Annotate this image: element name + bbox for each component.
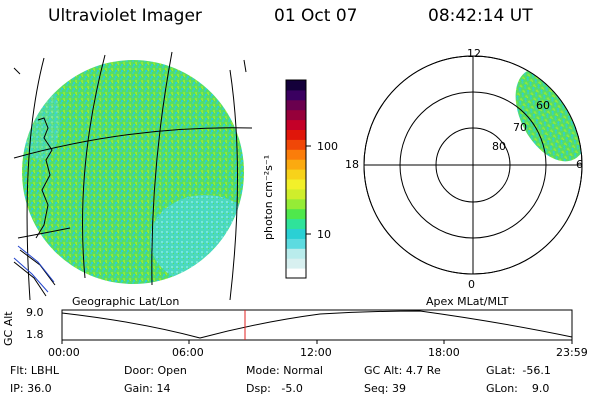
color-scale-segment [286, 109, 306, 121]
color-scale-segment [286, 169, 306, 180]
color-scale-segment [286, 218, 306, 229]
altitude-curve [61, 310, 573, 339]
polar-label-top: 12 [467, 47, 481, 60]
altitude-xtick-4: 23:59 [556, 346, 588, 359]
altitude-axis-label: GC Alt [2, 311, 15, 346]
apex-grid-label: Apex MLat/MLT [426, 295, 509, 308]
altitude-xtick-2: 12:00 [300, 346, 332, 359]
color-scale-ticks [306, 145, 311, 235]
geographic-grid [13, 51, 253, 301]
boundary-line [13, 245, 55, 293]
color-scale-segment [286, 179, 306, 190]
status-dsp: Dsp: -5.0 [246, 382, 303, 395]
polar-label-bottom: 0 [468, 278, 475, 291]
instrument-title: Ultraviolet Imager [48, 6, 202, 26]
color-scale-segment [286, 228, 306, 239]
color-scale-segment [286, 238, 306, 249]
color-scale-segment [286, 80, 306, 91]
color-scale-segment [286, 208, 306, 220]
altitude-xtick-1: 06:00 [172, 346, 204, 359]
geographic-grid-label: Geographic Lat/Lon [72, 295, 180, 308]
status-flt: Flt: LBHL [10, 364, 59, 377]
polar-plot [363, 55, 583, 275]
polar-label-left: 18 [345, 158, 359, 171]
status-glat: GLat: -56.1 [486, 364, 551, 377]
earth-disk-image [22, 60, 244, 284]
color-scale-segment [286, 258, 306, 269]
altitude-ymin: 1.8 [26, 328, 44, 341]
color-scale-segment [286, 198, 306, 210]
polar-label-right: 6 [576, 158, 583, 171]
color-scale-segment [286, 159, 306, 170]
altitude-xtick-0: 00:00 [48, 346, 80, 359]
status-seq: Seq: 39 [364, 382, 406, 395]
altitude-strip [61, 309, 573, 344]
color-scale-segment [286, 268, 306, 279]
color-scale-segment [286, 188, 306, 200]
altitude-xtick-3: 18:00 [428, 346, 460, 359]
altitude-strip-frame [61, 309, 573, 341]
polar-ring-label-60: 60 [536, 99, 550, 112]
color-scale-bar [286, 80, 306, 279]
time-label: 08:42:14 UT [428, 6, 533, 26]
status-gc-alt: GC Alt: 4.7 Re [364, 364, 441, 377]
status-glon: GLon: 9.0 [486, 382, 550, 395]
color-scale-segment [286, 248, 306, 259]
status-gain: Gain: 14 [124, 382, 171, 395]
colorbar-unit-label: photon cm⁻²s⁻¹ [262, 154, 275, 240]
color-scale-segment [286, 99, 306, 111]
colorbar-tick-10: 10 [317, 228, 331, 241]
status-mode: Mode: Normal [246, 364, 323, 377]
color-scale-segment [286, 149, 306, 160]
polar-ring-label-80: 80 [492, 140, 506, 153]
colorbar-tick-100: 100 [317, 140, 338, 153]
status-door: Door: Open [124, 364, 187, 377]
polar-ring-label-70: 70 [513, 121, 527, 134]
altitude-x-ticks [61, 340, 573, 344]
color-scale-frame [285, 79, 307, 279]
edge-marks [13, 59, 247, 75]
altitude-ymax: 9.0 [26, 306, 44, 319]
color-scale-segment [286, 139, 306, 150]
color-scale-segment [286, 129, 306, 140]
status-ip: IP: 36.0 [10, 382, 52, 395]
date-label: 01 Oct 07 [274, 6, 358, 26]
color-scale-segment [286, 119, 306, 130]
color-scale-segment [286, 89, 306, 101]
